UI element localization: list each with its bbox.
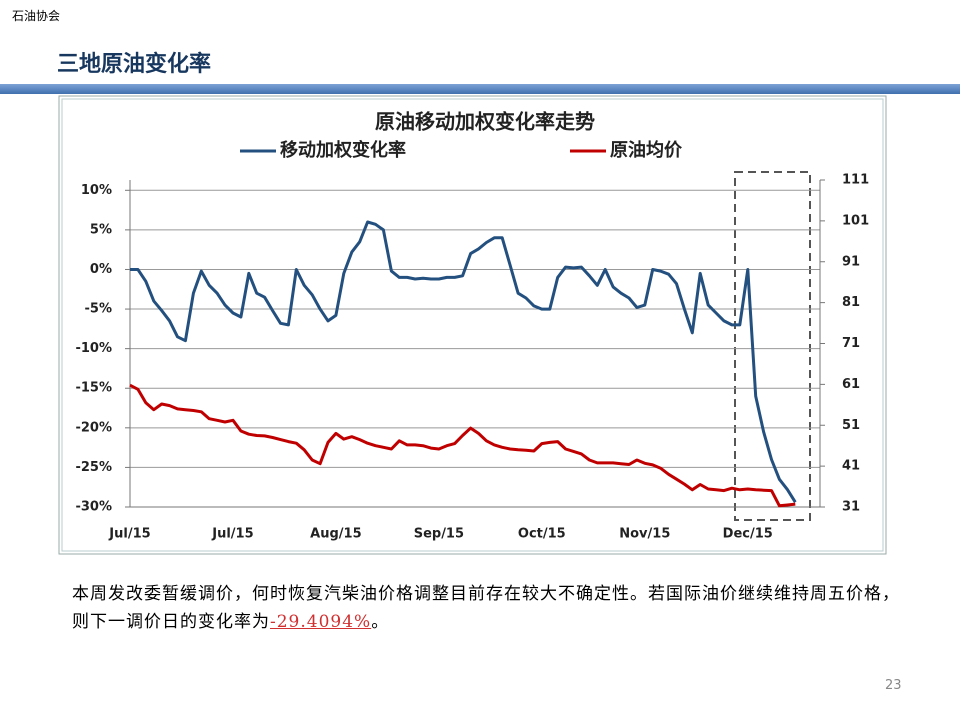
y2-tick-label: 31 (842, 500, 860, 515)
legend-label: 移动加权变化率 (280, 139, 406, 161)
series-line (130, 220, 797, 503)
x-tick-label: Sep/15 (414, 527, 464, 542)
body: 本周发改委暂缓调价，何时恢复汽柴油价格调整目前存在较大不确定性。若国际油价继续维… (72, 584, 900, 632)
y-tick-label: -10% (75, 341, 112, 356)
highlight-value: -29.4094% (270, 612, 372, 632)
y2-tick-label: 111 (842, 173, 869, 188)
body-text: 本周发改委暂缓调价，何时恢复汽柴油价格调整目前存在较大不确定性。若国际油价继续维… (72, 580, 902, 636)
y2-tick-label: 91 (842, 254, 860, 269)
header-bar (0, 84, 960, 94)
x-tick-label: Dec/15 (723, 527, 773, 542)
y-tick-label: -25% (75, 460, 112, 475)
x-tick-label: Jul/15 (211, 527, 253, 542)
y2-tick-label: 101 (842, 213, 869, 228)
chart-title: 原油移动加权变化率走势 (375, 110, 595, 134)
y2-tick-label: 41 (842, 459, 860, 474)
y-tick-label: -20% (75, 420, 112, 435)
x-tick-label: Nov/15 (619, 527, 670, 542)
series-line (129, 383, 796, 508)
legend-label: 原油均价 (610, 139, 683, 161)
chart-frame (58, 95, 887, 555)
y-tick-label: 10% (81, 183, 112, 198)
chart-frame-inner (61, 98, 884, 552)
x-tick-label: Oct/15 (518, 527, 566, 542)
y2-tick-label: 61 (842, 377, 860, 392)
org-label: 石油协会 (12, 9, 61, 23)
y-tick-label: -5% (85, 302, 112, 317)
slide-title: 三地原油变化率 (57, 52, 212, 77)
page-number: 23 (885, 678, 902, 693)
x-tick-label: Aug/15 (310, 527, 361, 542)
y2-tick-label: 51 (842, 418, 860, 433)
y-tick-label: -30% (75, 500, 112, 515)
y-tick-label: 0% (90, 262, 112, 277)
highlight-box (734, 171, 811, 521)
y2-tick-label: 71 (842, 336, 860, 351)
x-tick-label: Jul/15 (108, 527, 150, 542)
y-tick-label: -15% (75, 381, 112, 396)
y2-tick-label: 81 (842, 295, 860, 310)
y-tick-label: 5% (90, 222, 112, 237)
body-end: 。 (371, 612, 390, 632)
